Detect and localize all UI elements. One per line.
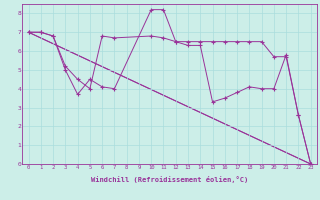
- X-axis label: Windchill (Refroidissement éolien,°C): Windchill (Refroidissement éolien,°C): [91, 176, 248, 183]
